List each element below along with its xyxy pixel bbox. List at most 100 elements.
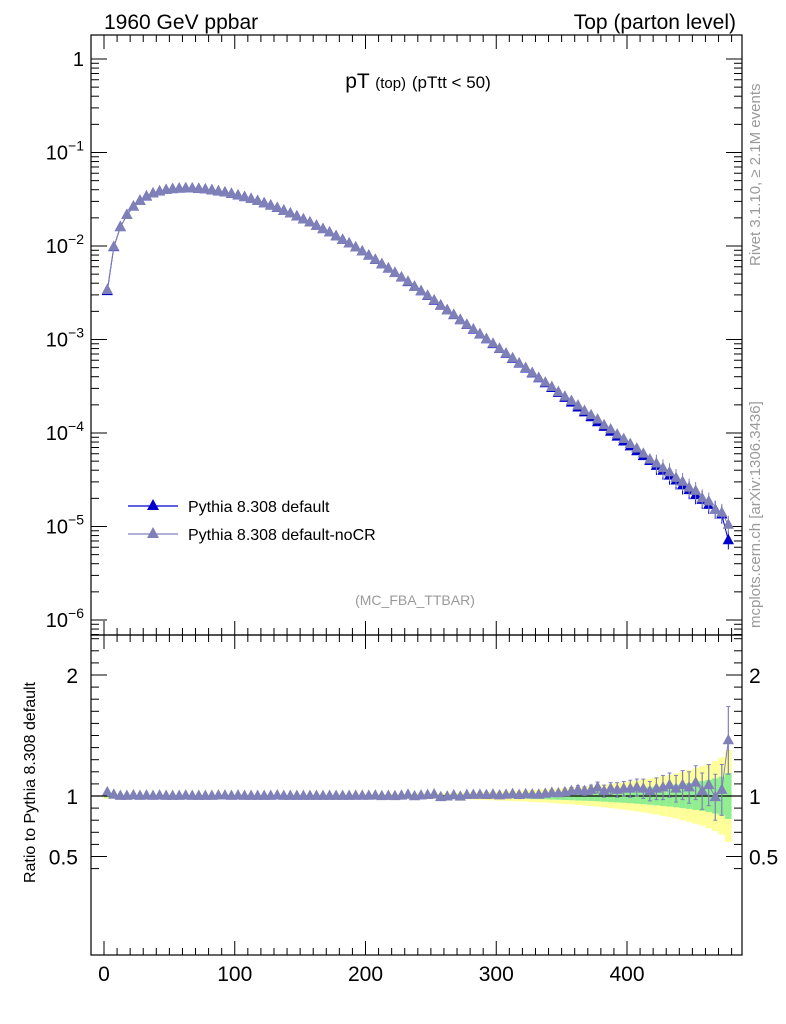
main-y-tick-label: 10−3: [46, 325, 84, 352]
data-point-marker: [343, 237, 355, 248]
ratio-y-axis-label: Ratio to Pythia 8.308 default: [22, 681, 39, 883]
data-point-marker: [598, 418, 610, 430]
x-tick-label: 400: [609, 963, 644, 986]
data-point-marker: [265, 199, 277, 210]
data-point-marker: [101, 283, 113, 294]
data-point-marker: [618, 432, 630, 444]
main-plot-frame: [90, 34, 743, 636]
data-point-marker: [238, 190, 251, 202]
data-point-marker: [212, 184, 225, 196]
data-point-marker: [232, 188, 244, 200]
plot-title-tail: (pTtt < 50): [412, 73, 491, 92]
legend-entry-default: Pythia 8.308 default: [128, 499, 330, 516]
data-point-marker: [461, 318, 473, 329]
data-point-marker: [225, 187, 238, 198]
ratio-point-marker: [591, 781, 604, 792]
ratio-point-marker: [506, 787, 519, 798]
data-point-marker: [663, 465, 676, 477]
data-point-marker: [480, 332, 493, 343]
data-point-marker: [631, 442, 643, 453]
data-point-marker: [722, 518, 734, 529]
ratio-y-tick-label-right: 1: [749, 786, 761, 809]
data-point-marker: [591, 413, 604, 424]
ratio-y-tick-label-right: 0.5: [749, 847, 778, 870]
tick-exponent: −3: [68, 325, 84, 341]
data-point-marker: [722, 533, 734, 545]
main-y-tick-label: 1: [73, 49, 84, 71]
data-point-marker: [559, 390, 571, 401]
data-point-marker: [389, 266, 401, 278]
header-right-label: Top (parton level): [574, 11, 736, 34]
x-tick-label: 300: [479, 963, 514, 986]
data-point-marker: [408, 280, 421, 291]
ratio-y-tick-label: 2: [66, 665, 78, 688]
data-point-marker: [140, 190, 153, 201]
ratio-axis-ticks: [91, 635, 742, 955]
ratio-point-marker: [663, 778, 676, 790]
data-point-marker: [395, 271, 408, 282]
ratio-point-marker: [572, 783, 584, 794]
data-point-marker: [611, 428, 623, 439]
data-point-marker: [716, 506, 728, 517]
data-point-marker: [330, 229, 342, 241]
ratio-point-marker: [696, 784, 708, 796]
tick-base: 10: [46, 517, 68, 539]
data-point-marker: [415, 284, 427, 296]
legend-marker-default: [147, 499, 159, 510]
x-tick-label: 200: [348, 963, 383, 986]
data-point-marker: [291, 209, 303, 221]
data-point-marker: [565, 394, 578, 405]
ratio-point-marker: [709, 790, 721, 802]
data-point-marker: [552, 385, 565, 396]
tick-base: 10: [46, 423, 68, 445]
ratio-point-marker: [716, 783, 728, 794]
data-point-marker: [127, 200, 140, 211]
data-point-marker: [121, 208, 133, 220]
rivet-version-label: Rivet 3.1.10, ≥ 2.1M events: [747, 84, 764, 267]
data-point-marker: [624, 437, 636, 449]
data-point-marker: [317, 222, 329, 234]
data-point-marker: [520, 361, 532, 372]
tick-base: 10: [46, 330, 68, 352]
data-point-marker: [689, 484, 702, 495]
data-point-marker: [696, 491, 708, 503]
ratio-plot-panel: 0.5 0.5 1 1 2 2 0 100 200 300 400 Ratio to Pythia…: [22, 634, 778, 986]
data-point-marker: [644, 453, 656, 464]
data-point-marker: [605, 423, 617, 434]
ratio-series-nocr: [101, 705, 734, 821]
data-point-marker: [526, 366, 538, 377]
data-point-marker: [546, 380, 558, 391]
data-point-marker: [670, 471, 682, 482]
data-point-marker: [363, 249, 375, 260]
data-point-marker: [637, 447, 649, 458]
legend: Pythia 8.308 default Pythia 8.308 defaul…: [128, 499, 376, 544]
data-point-marker: [578, 404, 591, 415]
series-line: [106, 188, 729, 541]
analysis-watermark: (MC_FBA_TTBAR): [355, 592, 475, 608]
data-point-marker: [467, 322, 480, 334]
ratio-point-marker: [631, 781, 643, 792]
data-point-marker: [310, 219, 323, 230]
data-point-marker: [297, 213, 310, 224]
data-point-marker: [428, 293, 440, 305]
data-point-marker: [258, 196, 270, 208]
data-point-marker: [369, 253, 381, 264]
ratio-y-tick-label: 1: [66, 786, 78, 809]
ratio-point-marker: [670, 782, 682, 793]
series-default-nocr: [101, 181, 734, 534]
data-point-marker: [441, 304, 453, 315]
header-left-label: 1960 GeV ppbar: [104, 11, 258, 34]
data-point-marker: [487, 337, 499, 348]
data-point-marker: [500, 347, 512, 358]
main-y-tick-label: 10−1: [46, 138, 84, 165]
tick-base: 10: [46, 610, 68, 632]
tick-exponent: −2: [68, 231, 84, 247]
data-point-marker: [278, 204, 290, 215]
data-point-marker: [435, 299, 447, 310]
data-point-marker: [709, 503, 721, 514]
data-point-marker: [219, 186, 231, 197]
data-point-marker: [376, 257, 388, 269]
main-plot-panel: 110−110−210−310−410−510−6 pT (top) (pTtt…: [46, 34, 743, 636]
data-point-marker: [650, 457, 663, 468]
